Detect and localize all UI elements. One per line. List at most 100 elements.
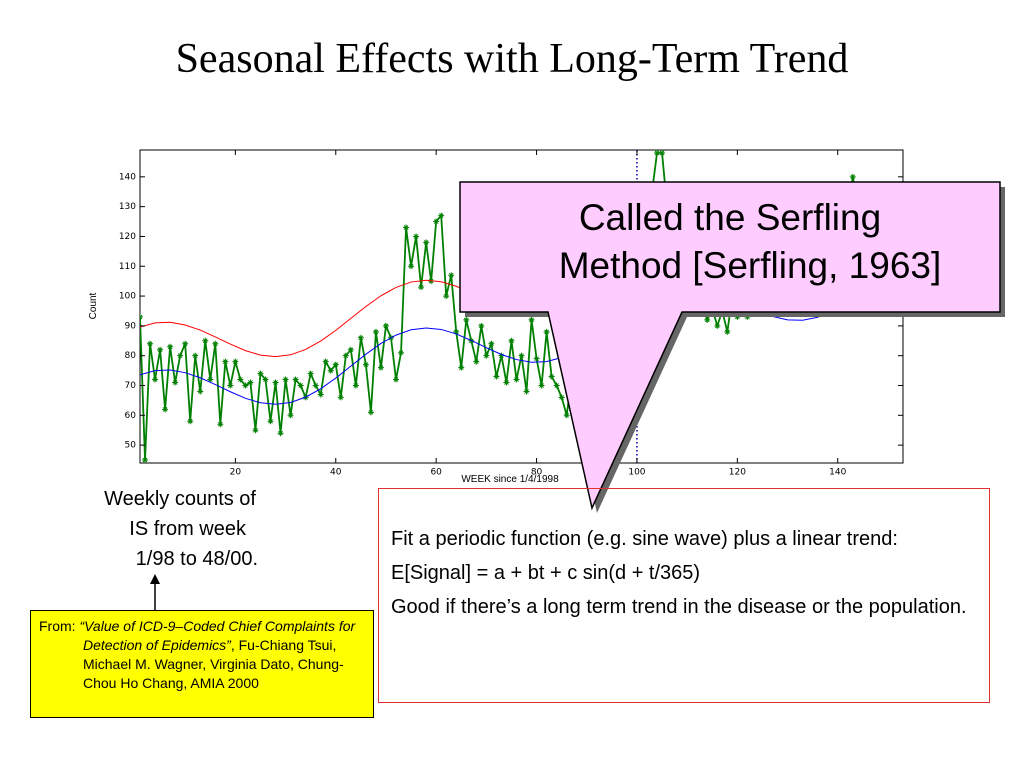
- point-marker: [724, 328, 731, 335]
- point-marker: [317, 391, 324, 398]
- point-marker: [423, 239, 430, 246]
- source-authors: , Fu-Chiang Tsui, Michael M. Wagner, Vir…: [83, 637, 344, 691]
- callout-text: Called the Serfling: [579, 197, 881, 238]
- point-marker: [438, 212, 445, 219]
- point-marker: [142, 457, 149, 463]
- text-item: Good if there’s a long term trend in the…: [391, 596, 967, 618]
- arrow-head: [150, 574, 160, 584]
- y-tick-label: 60: [125, 411, 137, 421]
- point-marker: [277, 430, 284, 437]
- point-marker: [538, 382, 545, 389]
- text-item: Fit a periodic function (e.g. sine wave)…: [391, 528, 898, 550]
- point-marker: [493, 373, 500, 380]
- point-marker: [393, 376, 400, 383]
- point-marker: [157, 346, 164, 353]
- callout-text: Method [Serfling, 1963]: [559, 245, 942, 286]
- point-marker: [659, 150, 666, 156]
- point-marker: [443, 293, 450, 300]
- point-marker: [232, 358, 239, 365]
- point-marker: [272, 379, 279, 386]
- point-marker: [453, 328, 460, 335]
- point-marker: [488, 340, 495, 347]
- y-axis-label: Count: [88, 292, 99, 319]
- source-box: From: “Value of ICD-9–Coded Chief Compla…: [30, 610, 374, 718]
- point-marker: [478, 322, 485, 329]
- point-marker: [327, 367, 334, 374]
- point-marker: [192, 352, 199, 359]
- point-marker: [714, 322, 721, 329]
- point-marker: [513, 376, 520, 383]
- x-tick-label: 140: [829, 468, 846, 478]
- point-marker: [558, 394, 565, 401]
- point-marker: [849, 173, 856, 180]
- point-marker: [503, 379, 510, 386]
- point-marker: [543, 328, 550, 335]
- point-marker: [147, 340, 154, 347]
- point-marker: [307, 370, 314, 377]
- point-marker: [202, 337, 209, 344]
- callout: Called the Serfling Method [Serfling, 19…: [459, 181, 1005, 513]
- point-marker: [548, 373, 555, 380]
- y-tick-label: 130: [119, 202, 136, 212]
- point-marker: [197, 388, 204, 395]
- point-marker: [418, 284, 425, 291]
- point-marker: [312, 382, 319, 389]
- y-tick-label: 50: [125, 441, 137, 451]
- point-marker: [167, 343, 174, 350]
- point-marker: [654, 150, 661, 156]
- callout-box: [459, 181, 1001, 511]
- y-tick-label: 90: [125, 321, 137, 331]
- point-marker: [287, 412, 294, 419]
- x-tick-label: 60: [430, 468, 442, 478]
- point-marker: [267, 418, 274, 425]
- point-marker: [242, 382, 249, 389]
- point-marker: [448, 272, 455, 279]
- point-marker: [398, 349, 405, 356]
- point-marker: [217, 421, 224, 428]
- point-marker: [187, 418, 194, 425]
- point-marker: [357, 334, 364, 341]
- point-marker: [413, 233, 420, 240]
- point-marker: [433, 218, 440, 225]
- y-tick-label: 100: [119, 292, 136, 302]
- point-marker: [553, 382, 560, 389]
- point-marker: [483, 352, 490, 359]
- point-marker: [342, 352, 349, 359]
- point-marker: [152, 376, 159, 383]
- point-marker: [172, 379, 179, 386]
- caption-line: IS from week: [129, 518, 246, 540]
- point-marker: [227, 382, 234, 389]
- text-box: Fit a periodic function (e.g. sine wave)…: [378, 488, 990, 703]
- caption-line: Weekly counts of: [104, 488, 256, 510]
- point-marker: [533, 355, 540, 362]
- point-marker: [347, 346, 354, 353]
- y-tick-label: 70: [125, 381, 137, 391]
- point-marker: [528, 316, 535, 323]
- point-marker: [282, 376, 289, 383]
- point-marker: [523, 388, 530, 395]
- caption: Weekly counts of IS from week 1/98 to 48…: [30, 484, 258, 574]
- x-tick-label: 100: [628, 468, 645, 478]
- point-marker: [563, 412, 570, 419]
- point-marker: [458, 364, 465, 371]
- point-marker: [297, 382, 304, 389]
- x-tick-label: 40: [330, 468, 342, 478]
- source-prefix: From:: [39, 618, 76, 634]
- point-marker: [257, 370, 264, 377]
- point-marker: [212, 340, 219, 347]
- point-marker: [367, 409, 374, 416]
- point-marker: [322, 358, 329, 365]
- point-marker: [352, 382, 359, 389]
- axes: 50 60 70 80 90 100 110 120 130 140 20 40 60 80 100 120 1…: [119, 150, 903, 478]
- point-marker: [222, 358, 229, 365]
- source-title: “Value of ICD-9–Coded Chief Complaints f…: [79, 618, 356, 653]
- point-marker: [252, 427, 259, 434]
- point-marker: [372, 328, 379, 335]
- point-marker: [518, 352, 525, 359]
- y-tick-label: 120: [119, 232, 136, 242]
- x-axis-label: WEEK since 1/4/1998: [461, 474, 559, 485]
- text-item: E[Signal] = a + bt + c sin(d + t/365): [391, 562, 701, 584]
- point-marker: [508, 337, 515, 344]
- point-marker: [382, 322, 389, 329]
